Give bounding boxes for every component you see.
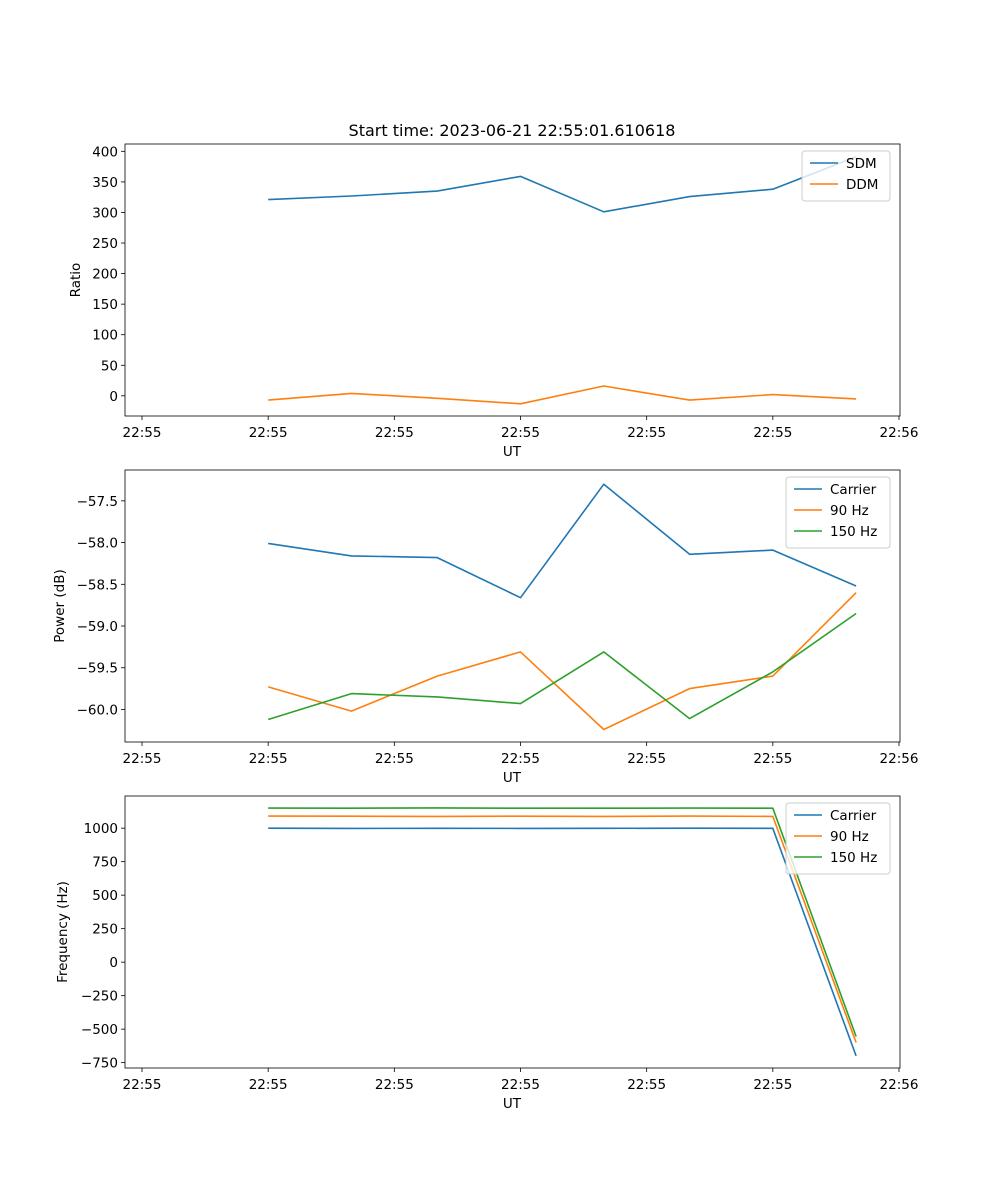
y-tick-label: 350 bbox=[92, 175, 118, 191]
figure-title: Start time: 2023-06-21 22:55:01.610618 bbox=[349, 121, 676, 140]
y-tick-label: −59.5 bbox=[77, 661, 118, 677]
x-axis-label: UT bbox=[503, 444, 522, 460]
x-tick-label: 22:55 bbox=[627, 751, 666, 767]
axes-frame bbox=[124, 469, 901, 743]
x-tick-label: 22:55 bbox=[753, 1077, 792, 1093]
x-tick-label: 22:55 bbox=[627, 1077, 666, 1093]
y-tick-label: 0 bbox=[109, 389, 118, 405]
y-tick-label: 400 bbox=[92, 144, 118, 160]
series-line-sdm bbox=[268, 156, 857, 213]
legend: SDM DDM bbox=[801, 150, 891, 202]
panel-2: 22:55 22:55 22:55 22:55 22:55 22:55 22:56 UT −60… bbox=[52, 469, 919, 786]
y-tick-label: −750 bbox=[81, 1056, 118, 1072]
y-axis-label: Frequency (Hz) bbox=[55, 881, 71, 983]
y-axis-label: Ratio bbox=[68, 263, 84, 298]
x-tick-label: 22:55 bbox=[501, 425, 540, 441]
legend: Carrier 90 Hz 150 Hz bbox=[785, 476, 891, 549]
x-tick-label: 22:56 bbox=[880, 425, 919, 441]
legend: Carrier 90 Hz 150 Hz bbox=[785, 802, 891, 875]
x-tick-label: 22:55 bbox=[249, 1077, 288, 1093]
y-tick-label: −58.5 bbox=[77, 577, 118, 593]
x-tick-label: 22:55 bbox=[501, 1077, 540, 1093]
x-tick-label: 22:55 bbox=[753, 425, 792, 441]
series-line-150-hz bbox=[267, 612, 857, 721]
x-tick-label: 22:55 bbox=[627, 425, 666, 441]
y-tick-label: 750 bbox=[92, 855, 118, 871]
x-tick-label: 22:55 bbox=[753, 751, 792, 767]
y-tick-label: −60.0 bbox=[77, 702, 118, 718]
x-tick-label: 22:55 bbox=[501, 751, 540, 767]
series-line-90-hz bbox=[268, 815, 857, 1043]
y-tick-label: 250 bbox=[92, 236, 118, 252]
x-tick-label: 22:55 bbox=[375, 751, 414, 767]
y-tick-label: −500 bbox=[81, 1022, 118, 1038]
y-tick-label: −250 bbox=[81, 989, 118, 1005]
x-tick-label: 22:55 bbox=[375, 425, 414, 441]
legend-entry: 150 Hz bbox=[830, 850, 877, 866]
y-tick-label: 0 bbox=[109, 955, 118, 971]
y-tick-label: 1000 bbox=[84, 821, 118, 837]
legend-entry: 150 Hz bbox=[830, 524, 877, 540]
y-tick-label: −58.0 bbox=[77, 536, 118, 552]
panel-3: 22:55 22:55 22:55 22:55 22:55 22:55 22:56 UT −75… bbox=[55, 795, 919, 1112]
legend-entry: Carrier bbox=[830, 808, 877, 824]
legend-entry: 90 Hz bbox=[830, 503, 869, 519]
x-tick-label: 22:55 bbox=[123, 751, 162, 767]
y-tick-label: −59.0 bbox=[77, 619, 118, 635]
y-axis-label: Power (dB) bbox=[52, 569, 68, 642]
x-tick-label: 22:56 bbox=[880, 751, 919, 767]
y-tick-label: 150 bbox=[92, 297, 118, 313]
x-tick-label: 22:55 bbox=[123, 425, 162, 441]
series-line-90-hz bbox=[267, 592, 857, 731]
x-axis-label: UT bbox=[503, 1096, 522, 1112]
axes-frame bbox=[124, 795, 901, 1069]
y-tick-label: 250 bbox=[92, 922, 118, 938]
panel-1: 22:55 22:55 22:55 22:55 22:55 22:55 22:56 UT 0 50… bbox=[68, 143, 919, 460]
series-line-150-hz bbox=[268, 807, 857, 1037]
x-tick-label: 22:55 bbox=[249, 751, 288, 767]
y-tick-label: 200 bbox=[92, 267, 118, 283]
x-axis-label: UT bbox=[503, 770, 522, 786]
y-tick-label: 100 bbox=[92, 328, 118, 344]
x-tick-label: 22:55 bbox=[123, 1077, 162, 1093]
legend-entry: 90 Hz bbox=[830, 829, 869, 845]
axes-frame bbox=[124, 143, 901, 417]
series-line-carrier bbox=[268, 827, 857, 1057]
x-tick-label: 22:56 bbox=[880, 1077, 919, 1093]
x-tick-label: 22:55 bbox=[249, 425, 288, 441]
y-tick-label: 300 bbox=[92, 205, 118, 221]
x-tick-label: 22:55 bbox=[375, 1077, 414, 1093]
y-tick-label: 50 bbox=[101, 358, 118, 374]
y-tick-label: −57.5 bbox=[77, 494, 118, 510]
legend-entry: Carrier bbox=[830, 482, 877, 498]
series-line-carrier bbox=[268, 483, 857, 599]
legend-entry: SDM bbox=[846, 156, 877, 172]
legend-entry: DDM bbox=[846, 177, 878, 193]
series-line-ddm bbox=[268, 385, 857, 405]
y-tick-label: 500 bbox=[92, 888, 118, 904]
